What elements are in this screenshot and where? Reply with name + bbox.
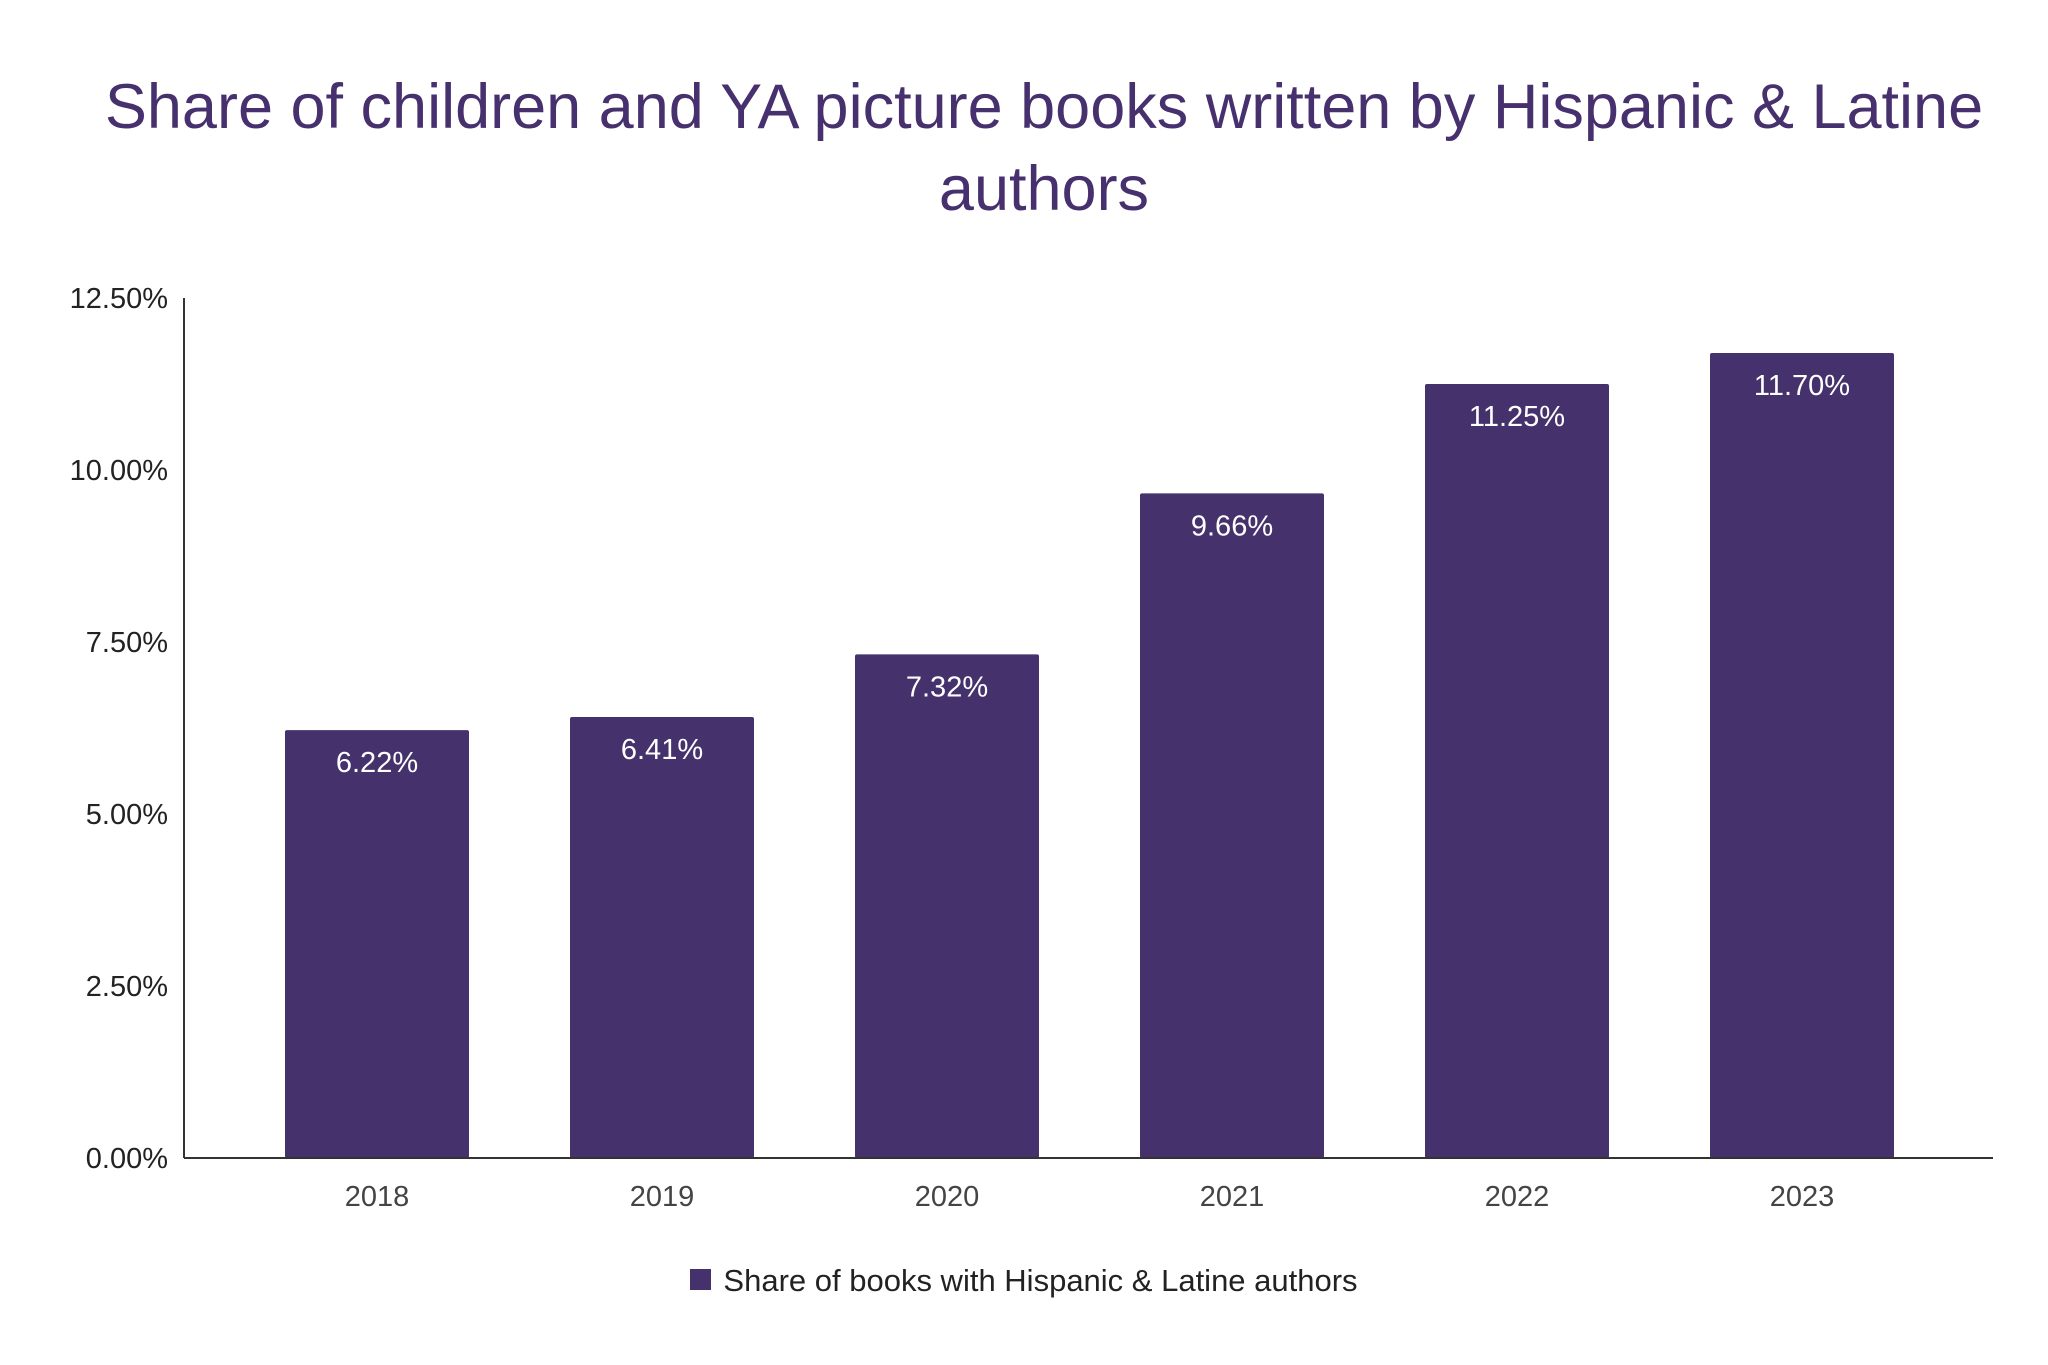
bar-2019 (570, 716, 754, 1158)
data-label-2019: 6.41% (621, 734, 703, 766)
bar-2021 (1140, 493, 1324, 1159)
data-label-2018: 6.22% (336, 747, 418, 779)
x-tick-label: 2023 (1770, 1181, 1835, 1213)
bar-2023 (1710, 353, 1894, 1158)
y-tick-label: 7.50% (86, 627, 168, 659)
data-label-2022: 11.25% (1469, 401, 1565, 433)
y-tick-label: 2.50% (86, 971, 168, 1003)
data-label-2023: 11.70% (1754, 370, 1850, 402)
bar-2018 (285, 730, 469, 1158)
data-label-2020: 7.32% (906, 671, 988, 703)
legend-swatch (690, 1269, 712, 1291)
y-tick-label: 10.00% (70, 455, 168, 487)
chart-title: Share of children and YA picture books w… (104, 72, 1984, 224)
x-tick-label: 2021 (1200, 1181, 1265, 1213)
y-tick-label: 5.00% (86, 799, 168, 831)
legend: Share of books with Hispanic & Latine au… (0, 1263, 2048, 1299)
x-tick-label: 2019 (630, 1181, 695, 1213)
data-label-2021: 9.66% (1191, 510, 1273, 542)
x-tick-label: 2022 (1485, 1181, 1550, 1213)
bar-2020 (855, 654, 1039, 1158)
x-tick-label: 2018 (345, 1181, 410, 1213)
bar-2022 (1425, 384, 1609, 1158)
y-tick-label: 0.00% (86, 1143, 168, 1175)
legend-label: Share of books with Hispanic & Latine au… (723, 1263, 1358, 1298)
y-tick-label: 12.50% (70, 283, 168, 315)
x-tick-label: 2020 (915, 1181, 980, 1213)
